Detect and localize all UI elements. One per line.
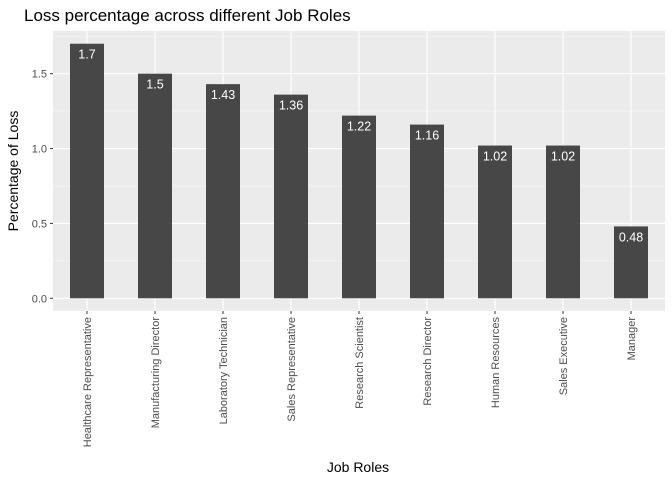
bar <box>546 145 580 299</box>
y-axis-title: Percentage of Loss <box>5 111 21 232</box>
x-axis-ticks: Healthcare Representative Manufacturing D… <box>82 311 638 447</box>
bar <box>70 43 104 299</box>
bar <box>342 115 376 299</box>
bar-value-label: 1.36 <box>279 99 303 113</box>
x-tick-label: Sales Executive <box>558 317 570 395</box>
bar-value-label: 0.48 <box>619 230 643 244</box>
x-tick-label: Manager <box>626 317 638 361</box>
bar <box>274 94 308 299</box>
bar <box>614 226 648 299</box>
y-tick-label: 1.0 <box>32 144 47 156</box>
x-tick-label: Laboratory Technician <box>218 317 230 424</box>
bar-value-label: 1.02 <box>483 150 507 164</box>
y-tick-label: 0.0 <box>32 293 47 305</box>
bars <box>70 43 648 299</box>
x-tick-label: Research Scientist <box>354 317 366 409</box>
chart-title: Loss percentage across different Job Rol… <box>24 6 351 25</box>
x-tick-label: Manufacturing Director <box>150 317 162 429</box>
x-tick-label: Research Director <box>422 317 434 406</box>
y-tick-label: 0.5 <box>32 218 47 230</box>
x-tick-label: Sales Representative <box>286 317 298 422</box>
x-axis-title: Job Roles <box>327 459 389 475</box>
bar <box>206 84 240 299</box>
x-tick-label: Human Resources <box>490 317 502 409</box>
bar <box>138 73 172 299</box>
y-axis-ticks: 0.0 0.5 1.0 1.5 <box>32 69 53 305</box>
bar <box>478 145 512 299</box>
bar-value-label: 1.02 <box>551 150 575 164</box>
bar-value-label: 1.22 <box>347 120 371 134</box>
bar-value-label: 1.5 <box>146 78 163 92</box>
x-tick-label: Healthcare Representative <box>82 317 94 447</box>
bar <box>410 124 444 299</box>
y-tick-label: 1.5 <box>32 69 47 81</box>
bar-value-label: 1.43 <box>211 88 235 102</box>
bar-value-label: 1.7 <box>78 48 95 62</box>
bar-value-label: 1.16 <box>415 129 439 143</box>
bar-value-labels: 1.7 1.5 1.43 1.36 1.22 1.16 1.02 1.02 0.48 <box>78 48 643 245</box>
